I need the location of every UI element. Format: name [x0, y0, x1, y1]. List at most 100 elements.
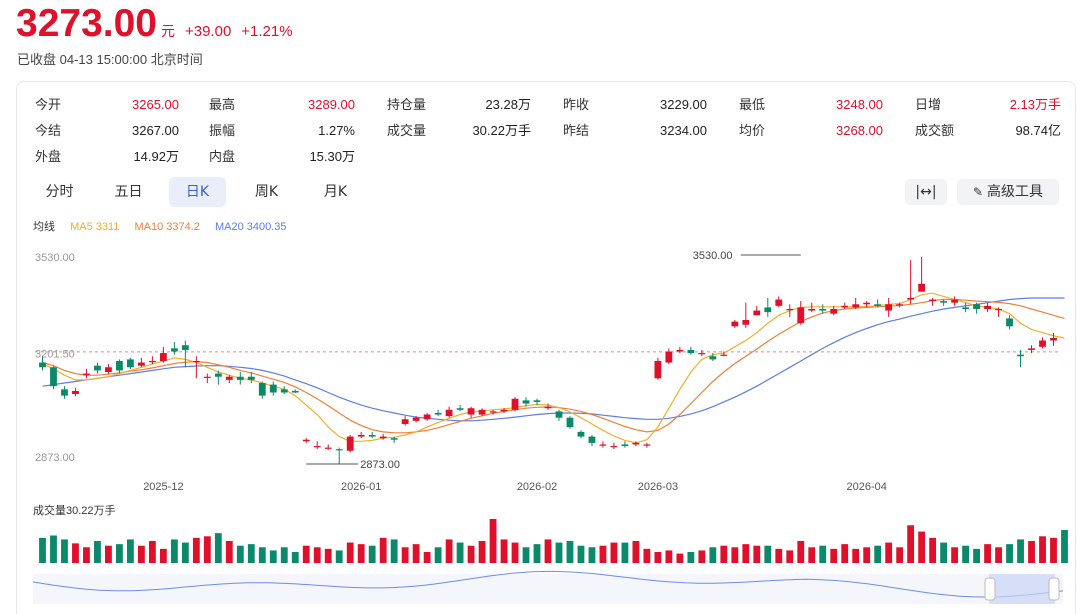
volume-bar: [918, 531, 926, 563]
candle-body: [127, 359, 134, 368]
candle: [434, 409, 442, 417]
candle-body: [819, 308, 827, 311]
quote-header: 3273.00 元 +39.00 +1.21%: [16, 2, 293, 52]
candle-body: [918, 283, 926, 292]
stat-value: 3289.00: [308, 97, 355, 112]
candle: [61, 386, 68, 399]
volume-chart[interactable]: [17, 515, 1075, 565]
candle-body: [105, 367, 112, 372]
tab-2[interactable]: 日K: [169, 177, 226, 207]
stat-label: 振幅: [209, 123, 236, 138]
range-navigator[interactable]: [17, 570, 1075, 614]
candle: [830, 305, 838, 316]
candle-body: [116, 360, 123, 371]
volume-bar: [1017, 539, 1024, 563]
candle: [39, 356, 46, 371]
volume-bar: [192, 537, 200, 563]
candle: [1039, 337, 1046, 349]
tab-4[interactable]: 月K: [323, 184, 348, 200]
market-status: 已收盘 04-13 15:00:00 北京时间: [17, 52, 203, 67]
stat-label: 外盘: [35, 149, 62, 164]
candle: [588, 435, 596, 447]
candle: [863, 301, 871, 308]
y-tick-label: 2873.00: [35, 452, 75, 464]
volume-bar: [951, 547, 959, 563]
volume-bar: [489, 519, 497, 563]
candle-body: [50, 367, 57, 387]
volume-bar: [170, 539, 178, 563]
volume-bar: [137, 545, 145, 563]
candle: [511, 397, 519, 412]
stat-value: 14.92万: [133, 149, 179, 164]
fit-width-icon: |↔|: [915, 184, 937, 200]
candle-body: [170, 348, 178, 352]
fit-width-button[interactable]: |↔|: [905, 179, 947, 205]
volume-bar: [841, 544, 849, 563]
volume-bar: [39, 537, 46, 563]
volume-bar: [907, 525, 915, 563]
stat-item: 最高 3289.00: [209, 96, 355, 114]
stat-label: 持仓量: [387, 97, 427, 112]
volume-bar: [291, 552, 299, 563]
stat-item: 持仓量 23.28万: [387, 96, 531, 114]
candle: [577, 430, 585, 439]
candle: [357, 431, 365, 439]
stat-value: 3267.00: [132, 123, 179, 138]
candle-body: [302, 439, 310, 442]
candle: [896, 302, 904, 308]
candle: [753, 305, 761, 316]
volume-bar: [302, 545, 310, 563]
ma10-label: MA10 3374.2: [134, 221, 200, 233]
volume-bar: [786, 550, 794, 563]
candle-body: [841, 305, 849, 308]
volume-bar: [610, 542, 618, 563]
stat-item: 日增 2.13万手: [915, 96, 1061, 114]
advanced-tools-button[interactable]: ✎ 高级工具: [957, 179, 1059, 205]
candle: [687, 346, 695, 355]
candlestick-chart[interactable]: 3530.00 3201.50 2873.00 3530.00 2873.00 2025-…: [17, 232, 1075, 532]
stat-label: 最低: [739, 97, 766, 112]
tab-3[interactable]: 周K: [254, 184, 279, 200]
volume-bar: [324, 548, 332, 563]
stat-value: 2.13万手: [1009, 97, 1061, 112]
volume-bar: [280, 547, 288, 563]
volume-bar: [1028, 541, 1035, 563]
tab-1[interactable]: 五日: [114, 184, 143, 200]
ma-legend: 均线 MA5 3311 MA10 3374.2 MA20 3400.35: [33, 218, 299, 234]
candle-body: [665, 351, 673, 363]
annotation-label: 2873.00: [360, 459, 400, 471]
candle: [621, 441, 629, 448]
advanced-tools-label: 高级工具: [987, 184, 1044, 200]
candle: [940, 299, 948, 306]
candle-body: [357, 435, 365, 437]
candle: [148, 356, 156, 365]
candle-body: [1039, 340, 1046, 347]
candle-body: [533, 400, 541, 402]
volume-bar: [962, 545, 969, 563]
candle: [379, 434, 387, 440]
volume-bar: [1061, 530, 1068, 563]
candle: [643, 442, 651, 448]
candle-body: [1050, 337, 1057, 341]
stat-value: 3234.00: [660, 123, 707, 138]
ma5-label: MA5 3311: [70, 221, 120, 233]
candle-body: [731, 321, 739, 327]
tab-0[interactable]: 分时: [45, 184, 74, 200]
stat-label: 均价: [739, 123, 766, 138]
candle: [500, 408, 508, 413]
volume-bar: [105, 545, 112, 563]
volume-bar: [335, 550, 343, 563]
candle-body: [775, 299, 783, 306]
stat-item: 均价 3268.00: [739, 122, 883, 140]
navigator-track: [33, 574, 1063, 604]
candle-body: [808, 308, 816, 311]
volume-bar: [995, 547, 1002, 563]
stat-item: 今开 3265.00: [35, 96, 179, 114]
candle-body: [984, 305, 991, 309]
candle: [258, 381, 266, 399]
volume-bar: [357, 544, 365, 563]
candle-body: [61, 389, 68, 396]
candle-body: [885, 304, 893, 311]
volume-bar: [412, 544, 420, 563]
volume-bar: [181, 542, 189, 563]
